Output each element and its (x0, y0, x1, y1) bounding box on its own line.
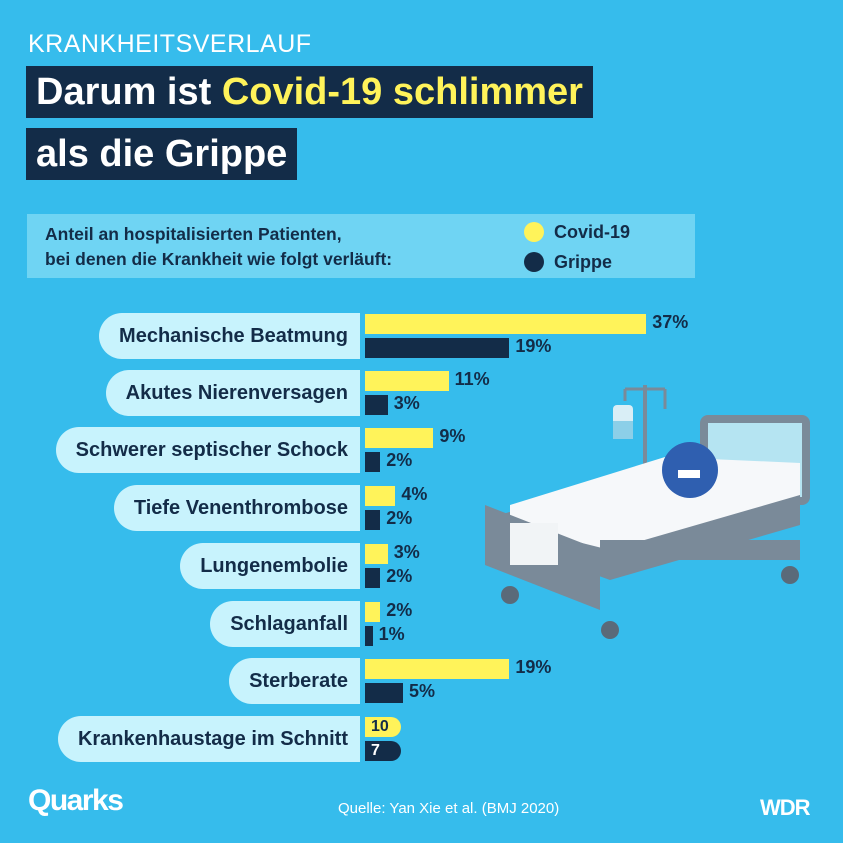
grippe-swatch (524, 252, 544, 272)
legend-grippe-label: Grippe (554, 252, 613, 272)
category-label: Akutes Nierenversagen (105, 370, 360, 416)
category-label: Krankenhaustage im Schnitt (57, 716, 360, 762)
title-text: Darum ist (36, 71, 222, 113)
category-label: Schlaganfall (210, 601, 360, 647)
grippe-value-label: 19% (515, 336, 552, 356)
covid-bar (365, 544, 388, 564)
grippe-bar (365, 510, 381, 530)
legend-description: Anteil an hospitalisierten Patienten, bei… (45, 222, 392, 272)
grippe-bar (365, 452, 381, 472)
description-line-1: Anteil an hospitalisierten Patienten, (45, 224, 342, 244)
covid-bar (365, 428, 434, 448)
grippe-bar: 7 (365, 741, 401, 761)
kicker: KRANKHEITSVERLAUF (28, 30, 312, 58)
grippe-bar (365, 338, 510, 358)
covid-value-label: 11% (454, 369, 490, 389)
category-label: Sterberate (229, 658, 360, 704)
grippe-bar (365, 568, 381, 588)
covid-value-label: 4% (401, 484, 428, 504)
covid-swatch (524, 222, 544, 242)
grippe-value-label: 2% (386, 450, 413, 470)
covid-bar (365, 659, 510, 679)
covid-value-label: 2% (386, 600, 413, 620)
description-line-2: bei denen die Krankheit wie folgt verläu… (45, 249, 393, 269)
covid-value-label: 37% (652, 312, 689, 332)
covid-bar (365, 602, 381, 622)
grippe-value-label: 1% (378, 624, 405, 644)
category-label: Schwerer septischer Schock (55, 427, 360, 473)
quarks-logo: Quarks (28, 784, 124, 817)
covid-value-label: 10 (371, 718, 389, 735)
category-label: Mechanische Beatmung (99, 313, 360, 359)
legend-box: Anteil an hospitalisierten Patienten, bei… (27, 214, 695, 278)
covid-bar (365, 314, 647, 334)
wdr-logo: WDR (760, 795, 811, 820)
category-label: Lungenembolie (180, 543, 360, 589)
title-line-1: Darum ist Covid-19 schlimmer (26, 66, 593, 118)
hospital-bed-illustration (485, 385, 810, 639)
grippe-value-label: 2% (386, 508, 413, 528)
legend-grippe: Grippe (524, 252, 612, 273)
covid-value-label: 9% (439, 426, 466, 446)
covid-value-label: 19% (515, 657, 552, 677)
covid-bar (365, 486, 396, 506)
grippe-bar (365, 626, 373, 646)
covid-bar (365, 371, 449, 391)
legend-covid-label: Covid-19 (554, 222, 631, 242)
category-label: Tiefe Venenthrombose (113, 485, 360, 531)
legend-covid: Covid-19 (524, 222, 630, 243)
title-line-2: als die Grippe (26, 128, 298, 180)
grippe-bar (365, 683, 403, 703)
grippe-value-label: 5% (409, 681, 436, 701)
grippe-value-label: 2% (386, 566, 413, 586)
grippe-value-label: 3% (393, 393, 420, 413)
grippe-bar (365, 395, 388, 415)
covid-bar: 10 (365, 717, 401, 737)
source: Quelle: Yan Xie et al. (BMJ 2020) (338, 800, 560, 817)
covid-value-label: 3% (393, 542, 420, 562)
grippe-value-label: 7 (371, 742, 380, 759)
title-highlight: Covid-19 schlimmer (221, 71, 583, 113)
